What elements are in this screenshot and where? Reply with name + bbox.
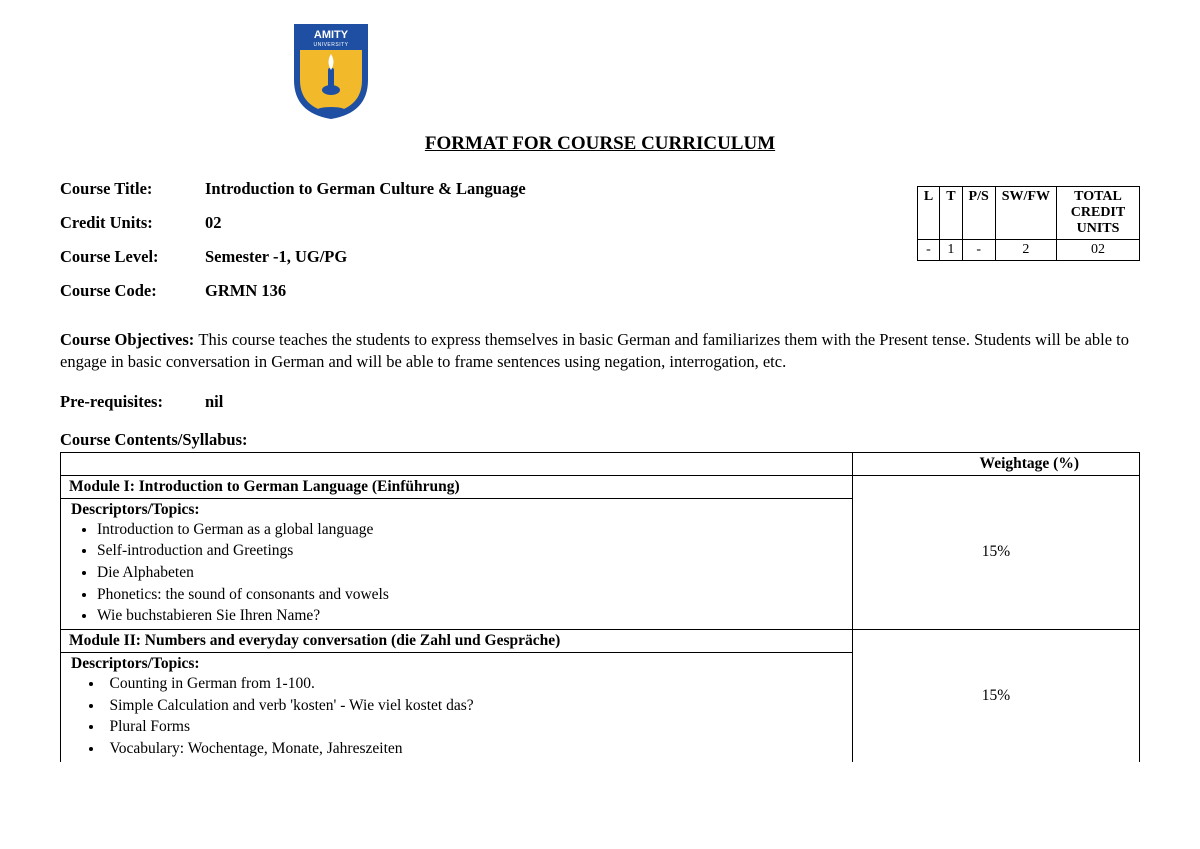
module-2-topics: Counting in German from 1-100. Simple Ca… <box>89 673 846 760</box>
meta-label: Course Title: <box>60 179 205 199</box>
objectives-label: Course Objectives: <box>60 330 198 349</box>
syllabus-table: Weightage (%) Module I: Introduction to … <box>60 452 1140 762</box>
credit-units-table: L T P/S SW/FW TOTAL CREDIT UNITS - 1 - 2… <box>917 186 1140 261</box>
module-2-weight: 15% <box>853 629 1140 761</box>
meta-value: 02 <box>205 213 222 233</box>
pre-requisites: Pre-requisites:nil <box>60 392 1140 412</box>
credit-hdr-t: T <box>940 187 962 240</box>
module-1-weight: 15% <box>853 475 1140 629</box>
empty-cell <box>61 452 853 475</box>
weightage-header: Weightage (%) <box>853 452 1140 475</box>
logo-container: AMITY UNIVERSITY <box>290 20 1140 125</box>
topic-item: Phonetics: the sound of consonants and v… <box>97 584 846 606</box>
credit-hdr-swfw: SW/FW <box>995 187 1056 240</box>
prereq-label: Pre-requisites: <box>60 392 205 412</box>
topic-item: Wie buchstabieren Sie Ihren Name? <box>97 605 846 627</box>
topic-item: Counting in German from 1-100. <box>89 673 846 695</box>
credit-val-swfw: 2 <box>995 240 1056 261</box>
topic-item: Simple Calculation and verb 'kosten' - W… <box>89 695 846 717</box>
descriptors-label: Descriptors/Topics: <box>71 501 846 519</box>
credit-hdr-total: TOTAL CREDIT UNITS <box>1057 187 1140 240</box>
module-1-topics: Introduction to German as a global langu… <box>97 519 846 627</box>
credit-hdr-l: L <box>917 187 939 240</box>
credit-hdr-ps: P/S <box>962 187 995 240</box>
contents-header: Course Contents/Syllabus: <box>60 430 1140 450</box>
topic-item: Vocabulary: Wochentage, Monate, Jahresze… <box>89 738 846 760</box>
topic-item: Plural Forms <box>89 716 846 738</box>
module-1-descriptors: Descriptors/Topics: Introduction to Germ… <box>61 498 853 629</box>
prereq-value: nil <box>205 392 223 411</box>
meta-label: Course Level: <box>60 247 205 267</box>
descriptors-label: Descriptors/Topics: <box>71 655 846 673</box>
amity-logo-icon: AMITY UNIVERSITY <box>290 20 372 120</box>
meta-value: GRMN 136 <box>205 281 286 301</box>
credit-val-ps: - <box>962 240 995 261</box>
topic-item: Die Alphabeten <box>97 562 846 584</box>
svg-text:UNIVERSITY: UNIVERSITY <box>313 42 348 48</box>
svg-text:AMITY: AMITY <box>314 29 349 41</box>
objectives-text: This course teaches the students to expr… <box>60 330 1129 371</box>
document-page: AMITY UNIVERSITY FORMAT FOR COURSE CURRI… <box>0 0 1200 762</box>
meta-label: Credit Units: <box>60 213 205 233</box>
credit-val-t: 1 <box>940 240 962 261</box>
meta-label: Course Code: <box>60 281 205 301</box>
meta-value: Introduction to German Culture & Languag… <box>205 179 526 199</box>
module-2-title: Module II: Numbers and everyday conversa… <box>61 629 853 652</box>
meta-value: Semester -1, UG/PG <box>205 247 347 267</box>
course-objectives: Course Objectives: This course teaches t… <box>60 329 1140 374</box>
topic-item: Introduction to German as a global langu… <box>97 519 846 541</box>
module-2-descriptors: Descriptors/Topics: Counting in German f… <box>61 652 853 761</box>
credit-val-l: - <box>917 240 939 261</box>
topic-item: Self-introduction and Greetings <box>97 540 846 562</box>
page-title: FORMAT FOR COURSE CURRICULUM <box>60 133 1140 155</box>
meta-course-code: Course Code: GRMN 136 <box>60 281 1140 301</box>
credit-val-total: 02 <box>1057 240 1140 261</box>
module-1-title: Module I: Introduction to German Languag… <box>61 475 853 498</box>
